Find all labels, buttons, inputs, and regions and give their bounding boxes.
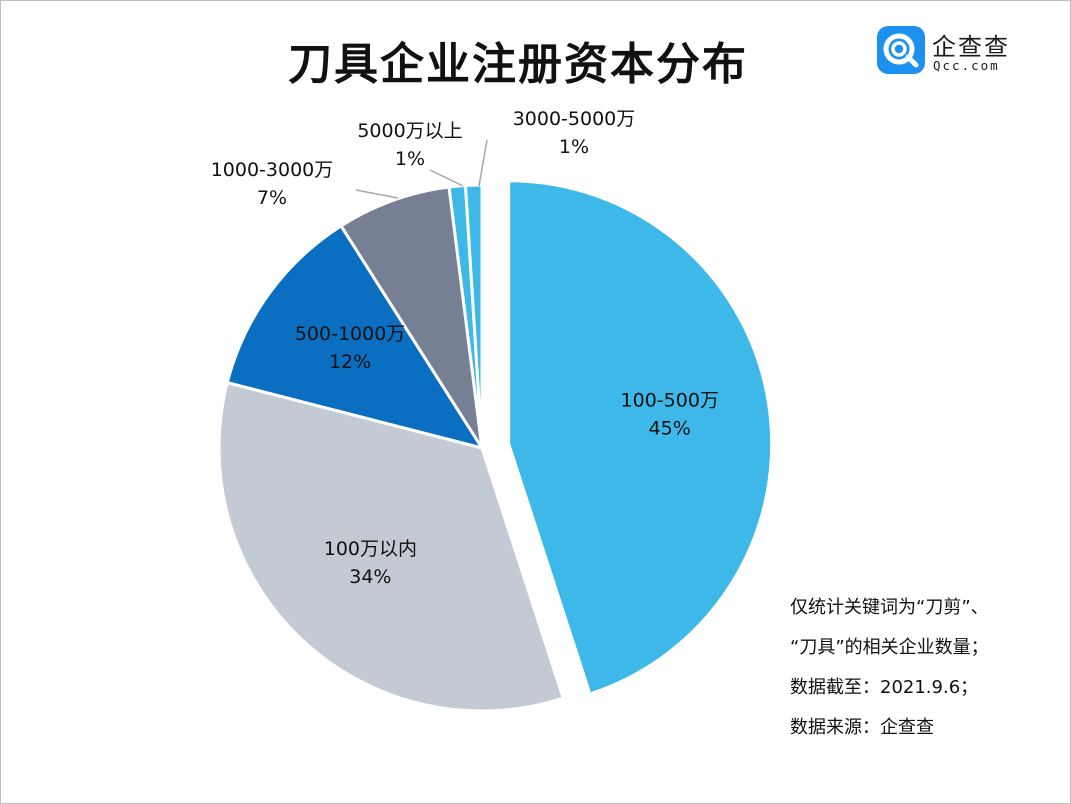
note-line: 数据截至：2021.9.6； — [790, 677, 979, 698]
slice-value-label: 34% — [349, 566, 391, 588]
qcc-logo: 企查查 Qcc.com — [877, 26, 1027, 76]
slice-label: 3000-5000万 — [513, 108, 636, 130]
slice-label: 5000万以上 — [357, 120, 462, 142]
leader-line — [478, 139, 488, 187]
slice-label: 100-500万 — [621, 389, 719, 411]
logo-domain: Qcc.com — [933, 58, 1000, 73]
chart-notes: 仅统计关键词为“刀剪”、 “刀具”的相关企业数量； 数据截至：2021.9.6；… — [790, 588, 1060, 748]
slice-value-label: 12% — [329, 351, 371, 373]
pie-slice — [225, 223, 486, 451]
note-line: 数据来源：企查查 — [790, 717, 934, 738]
chart-title: 刀具企业注册资本分布 — [288, 39, 748, 90]
slice-label: 500-1000万 — [295, 323, 405, 345]
slice-label: 100万以内 — [324, 538, 417, 560]
logo-name: 企查查 — [932, 33, 1010, 61]
slice-value-label: 45% — [649, 417, 691, 439]
pie-slice — [339, 185, 484, 449]
note-line: 仅统计关键词为“刀剪”、 — [790, 597, 989, 618]
qcc-logo-icon — [877, 26, 925, 74]
slice-label: 1000-3000万 — [211, 159, 334, 181]
pie-slice — [217, 380, 566, 713]
pie-slice — [463, 183, 484, 449]
slice-value-label: 7% — [257, 187, 287, 209]
leader-line — [355, 189, 399, 199]
slice-value-label: 1% — [395, 148, 425, 170]
leader-line — [429, 169, 464, 187]
slice-value-label: 1% — [559, 136, 589, 158]
pie-slice — [507, 179, 774, 696]
note-line: “刀具”的相关企业数量； — [790, 637, 989, 658]
